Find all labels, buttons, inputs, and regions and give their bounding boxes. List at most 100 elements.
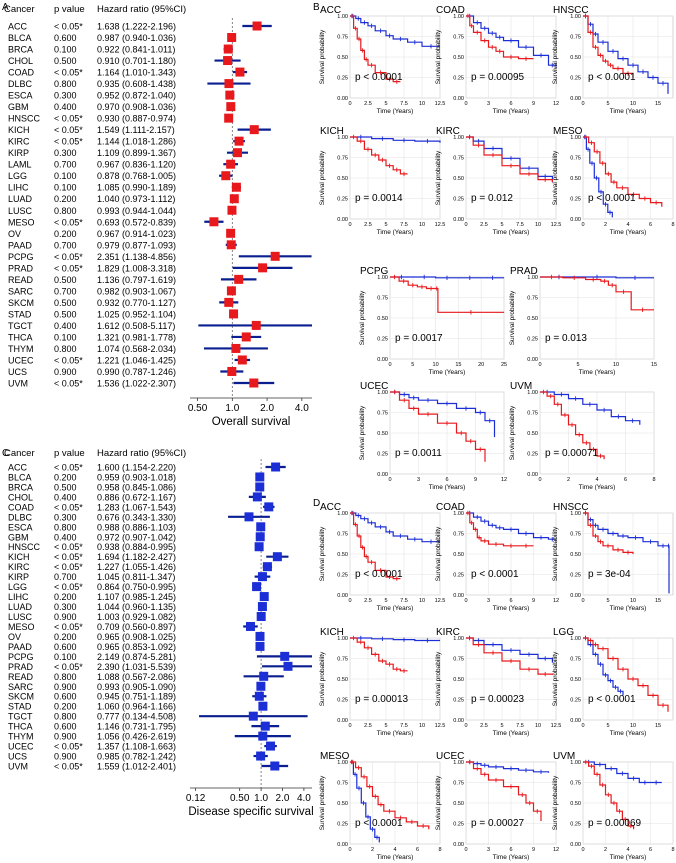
- forest-hr-text: 1.060 (0.964-1.166): [97, 702, 176, 712]
- forest-hr-marker: [255, 472, 265, 482]
- km-title: MESO: [553, 126, 583, 137]
- km-x-tick-label: 0: [464, 222, 467, 228]
- forest-pvalue: 0.100: [54, 332, 77, 342]
- km-y-tick-label: 1.00: [453, 636, 464, 642]
- km-y-tick-label: 0.00: [453, 718, 464, 724]
- forest-pvalue: 0.700: [54, 240, 77, 250]
- forest-cancer-label: LUAD: [8, 194, 33, 204]
- km-y-tick-label: 1.00: [337, 14, 348, 20]
- km-y-tick-label: 0.50: [337, 801, 348, 807]
- forest-hr-marker: [225, 90, 235, 100]
- km-title: HNSCC: [553, 5, 589, 16]
- panel-label-a: A: [2, 2, 9, 13]
- forest-hr-text: 0.709 (0.560-0.897): [97, 622, 176, 632]
- forest-hr-marker: [256, 522, 266, 532]
- forest-row: UCS 0.900 0.985 (0.782-1.242): [8, 751, 268, 762]
- km-x-tick-label: 15: [651, 362, 657, 368]
- forest-header-hr: Hazard ratio (95%CI): [97, 4, 186, 15]
- km-x-tick-label: 5: [384, 101, 387, 107]
- km-y-tick-label: 1.00: [337, 760, 348, 766]
- km-y-tick-label: 0.25: [527, 337, 538, 343]
- forest-row: LGG < 0.05* 0.864 (0.750-0.995): [8, 582, 262, 592]
- forest-hr-marker: [226, 159, 236, 169]
- forest-row: UVM < 0.05* 1.536 (1.022-2.307): [8, 378, 275, 389]
- forest-cancer-label: MESO: [8, 217, 35, 227]
- km-x-tick-label: 9: [474, 477, 477, 483]
- km-x-axis-title: Time (Years): [610, 854, 647, 861]
- forest-hr-text: 1.107 (0.985-1.245): [97, 592, 176, 602]
- km-y-tick-label: 0.50: [453, 176, 464, 182]
- forest-row: LIHC 0.100 1.085 (0.990-1.189): [8, 182, 241, 193]
- km-y-tick-label: 0.50: [337, 176, 348, 182]
- km-x-tick-label: 2.5: [480, 723, 488, 729]
- forest-x-tick-label: 1.0: [225, 403, 239, 414]
- km-x-tick-label: 5: [576, 362, 579, 368]
- km-curve-high-expression: [540, 391, 605, 460]
- km-x-tick-label: 5: [500, 723, 503, 729]
- forest-row: PAAD 0.600 0.965 (0.853-1.092): [8, 641, 265, 652]
- forest-cancer-label: DLBC: [8, 79, 33, 89]
- forest-hr-text: 0.987 (0.940-1.036): [97, 33, 176, 43]
- km-curve-low-expression: [583, 637, 624, 696]
- km-x-tick-label: 5: [384, 723, 387, 729]
- km-curve-low-expression: [540, 276, 654, 279]
- forest-cancer-label: OV: [8, 229, 21, 239]
- km-x-tick-label: 0: [538, 477, 541, 483]
- km-x-tick-label: 12: [501, 477, 507, 483]
- forest-cancer-label: SARC: [8, 286, 34, 296]
- forest-pvalue: < 0.05*: [54, 542, 83, 552]
- km-x-tick-label: 2.5: [364, 101, 372, 107]
- km-title: UCEC: [360, 381, 388, 392]
- km-y-tick-label: 0.50: [570, 801, 581, 807]
- forest-hr-text: 0.938 (0.884-0.995): [97, 542, 176, 552]
- forest-hr-text: 1.283 (1.067-1.543): [97, 502, 176, 512]
- forest-hr-text: 1.536 (1.022-2.307): [97, 379, 176, 389]
- km-y-tick-label: 0.50: [570, 552, 581, 558]
- forest-row: KIRP 0.300 1.109 (0.899-1.367): [8, 148, 248, 158]
- km-x-tick-label: 5: [411, 362, 414, 368]
- forest-row: STAD 0.500 1.025 (0.952-1.104): [8, 309, 239, 319]
- km-y-tick-label: 0.50: [337, 55, 348, 61]
- km-plot-b-acc: ACC 0.00 0.25 0.50 0.75 1.00 0 2.5 5 7.5 10 12.5 Sur…: [319, 5, 445, 115]
- forest-pvalue: 0.200: [54, 194, 77, 204]
- forest-hr-marker: [223, 56, 233, 66]
- km-x-tick-label: 6: [509, 598, 512, 604]
- forest-hr-text: 0.959 (0.903-1.018): [97, 472, 176, 482]
- km-y-axis-title: Survival probability: [509, 405, 516, 460]
- forest-hr-text: 0.993 (0.944-1.044): [97, 206, 176, 216]
- km-y-tick-label: 0.00: [570, 96, 581, 102]
- forest-cancer-label: OV: [8, 632, 21, 642]
- forest-cancer-label: TGCT: [8, 321, 33, 331]
- km-y-tick-label: 0.00: [337, 217, 348, 223]
- km-p-value: p = 0.00013: [355, 694, 409, 705]
- km-x-tick-label: 20: [478, 362, 484, 368]
- km-y-tick-label: 0.50: [337, 552, 348, 558]
- forest-hr-marker: [226, 228, 236, 238]
- forest-row: UCEC < 0.05* 1.221 (1.046-1.425): [8, 355, 251, 365]
- km-x-tick-label: 0: [464, 847, 467, 853]
- km-x-tick-label: 0: [464, 598, 467, 604]
- forest-pvalue: 0.800: [54, 344, 77, 354]
- forest-cancer-label: BRCA: [8, 482, 33, 492]
- km-title: UVM: [510, 381, 532, 392]
- km-x-tick-label: 0: [581, 222, 584, 228]
- km-x-tick-label: 10: [535, 723, 541, 729]
- forest-hr-text: 0.982 (0.903-1.067): [97, 286, 176, 296]
- km-x-axis-title: Time (Years): [377, 605, 414, 612]
- km-plot-d-acc: ACC 0.00 0.25 0.50 0.75 1.00 0 2.5 5 7.5 10 12.5 Sur…: [319, 502, 445, 612]
- km-x-tick-label: 12.5: [435, 723, 446, 729]
- forest-hr-marker: [226, 240, 236, 250]
- forest-cancer-label: MESO: [8, 622, 35, 632]
- forest-pvalue: < 0.05*: [54, 762, 83, 772]
- forest-pvalue: < 0.05*: [54, 263, 83, 273]
- km-y-tick-label: 0.75: [337, 156, 348, 162]
- forest-cancer-label: UVM: [8, 379, 28, 389]
- km-curve-high-expression: [466, 637, 553, 675]
- km-p-value: p = 0.00095: [471, 72, 525, 83]
- forest-hr-marker: [255, 532, 265, 542]
- forest-hr-marker: [255, 641, 265, 651]
- forest-plot-a: Cancer p value Hazard ratio (95%CI) ACC < 0.…: [4, 4, 312, 428]
- forest-pvalue: 0.400: [54, 321, 77, 331]
- forest-row: READ 0.800 1.088 (0.567-2.086): [8, 671, 284, 682]
- forest-pvalue: < 0.05*: [54, 217, 83, 227]
